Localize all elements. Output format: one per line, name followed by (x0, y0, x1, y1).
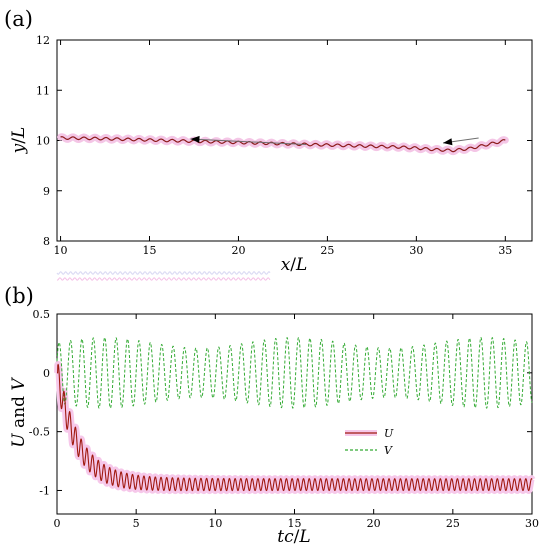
direction-arrow-head (443, 138, 453, 146)
v-series-line (56, 336, 533, 409)
panel-a-x-tick-label: 20 (231, 244, 245, 257)
legend: U V (345, 427, 394, 457)
panel-a-y-tick-label: 12 (36, 34, 50, 47)
panel-a-x-ticks: 10 15 20 25 30 35 (54, 40, 512, 257)
panel-b-y-axis-title: U and V (9, 377, 29, 448)
panel-b-x-tick-label: 20 (367, 517, 381, 530)
panel-a-x-tick-label: 10 (54, 244, 68, 257)
panel-b: (b) 0 5 10 15 20 25 30 -1 -0.5 0 0.5 U V tc/L U a… (4, 284, 539, 547)
panel-a-y-ticks: 8 9 10 11 12 (36, 34, 532, 248)
panel-a-x-tick-label: 25 (320, 244, 334, 257)
panel-b-x-tick-label: 5 (133, 517, 140, 530)
direction-arrow-shaft (190, 138, 307, 146)
panel-a-y-tick-label: 10 (36, 135, 50, 148)
decorative-wave-strip (56, 271, 271, 275)
panel-a-x-tick-label: 30 (409, 244, 423, 257)
panel-b-x-ticks: 0 5 10 15 20 25 30 (54, 314, 539, 530)
panel-b-x-tick-label: 15 (288, 517, 302, 530)
legend-v-label: V (384, 444, 393, 457)
direction-arrow-head (190, 135, 200, 143)
panel-b-y-tick-label: 0.5 (33, 308, 51, 321)
panel-b-y-ticks: -1 -0.5 0 0.5 (29, 308, 532, 497)
panel-a: (a) 10 15 20 25 30 35 8 9 10 11 12 x/L y/L (4, 7, 533, 281)
panel-b-x-tick-label: 25 (446, 517, 460, 530)
panel-b-y-tick-label: -1 (39, 484, 50, 497)
decorative-wave-strip-pink (56, 277, 271, 281)
panel-a-label: (a) (4, 7, 33, 31)
panel-b-x-tick-label: 0 (54, 517, 61, 530)
panel-a-arrows (190, 135, 479, 146)
u-series-halo (53, 361, 536, 495)
panel-b-y-tick-label: 0 (43, 367, 50, 380)
panel-a-x-tick-label: 35 (498, 244, 512, 257)
panel-a-y-axis-title: y/L (9, 127, 29, 155)
panel-a-x-axis-title: x/L (281, 255, 308, 275)
u-series-line (57, 363, 533, 492)
panel-b-x-tick-label: 30 (525, 517, 539, 530)
panel-b-x-tick-label: 10 (208, 517, 222, 530)
panel-a-y-tick-label: 11 (36, 84, 50, 97)
panel-b-y-tick-label: -0.5 (29, 426, 50, 439)
panel-a-trajectory-line (60, 136, 506, 153)
panel-b-label: (b) (4, 284, 34, 308)
legend-u-label: U (384, 427, 394, 440)
panel-a-x-tick-label: 15 (143, 244, 157, 257)
panel-a-y-tick-label: 9 (43, 185, 50, 198)
panel-a-y-tick-label: 8 (43, 235, 50, 248)
panel-b-x-axis-title: tc/L (277, 527, 310, 547)
